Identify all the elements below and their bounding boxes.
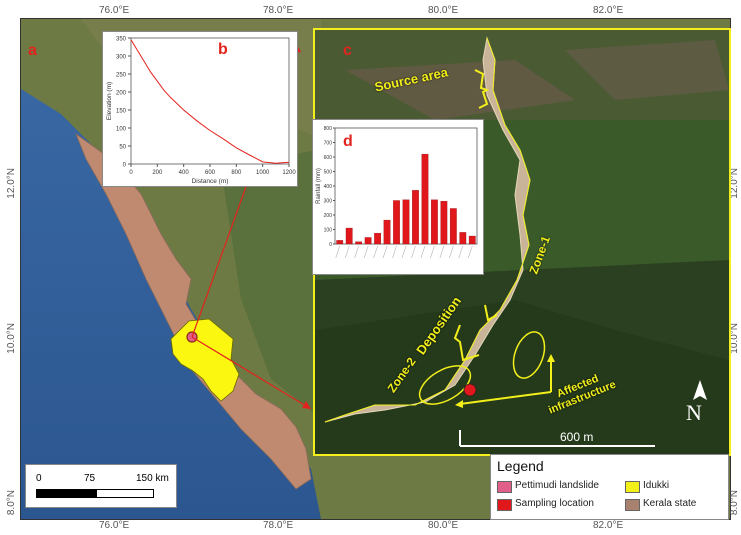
legend-swatch-kerala	[625, 499, 640, 511]
elev-ylabel: Elevation (m)	[106, 82, 113, 120]
rain-xtick-mark	[392, 245, 397, 259]
rain-bar	[355, 241, 363, 245]
rain-xtick-mark	[430, 245, 435, 259]
scale-seg-1	[36, 489, 96, 498]
rain-bar	[383, 219, 391, 245]
rain-xtick-mark	[420, 245, 426, 259]
rain-bar	[449, 208, 457, 245]
legend-swatch-idukki	[625, 481, 640, 493]
elev-xtick-label: 600	[205, 170, 216, 176]
rain-xtick-mark	[458, 245, 463, 259]
elev-xtick-label: 1000	[256, 170, 270, 176]
tick-bottom-3: 80.0°E	[428, 520, 459, 531]
panel-label-c: c	[343, 42, 352, 59]
rain-bar	[412, 190, 419, 245]
rain-xtick-mark	[468, 245, 473, 259]
rain-xtick-mark	[401, 245, 407, 259]
tick-right-3: 8.0°N	[729, 490, 740, 516]
elevation-chart: 0 50 100 150 200 250 300 350 0 200 400 600 800 1000 12…	[106, 37, 296, 186]
elev-xtick-label: 0	[129, 170, 133, 176]
legend-label-landslide: Pettimudi landslide	[515, 480, 599, 491]
rain-bar	[459, 232, 467, 245]
tick-bottom-1: 76.0°E	[99, 520, 130, 531]
tick-bottom-4: 82.0°E	[593, 520, 624, 531]
elev-ytick-label: 150	[116, 109, 127, 115]
elev-ytick-label: 250	[116, 73, 127, 79]
legend-label-kerala: Kerala state	[643, 498, 697, 509]
panel-label-d: d	[343, 133, 353, 150]
rain-xtick-mark	[363, 245, 369, 259]
rain-xtick-mark	[373, 245, 378, 259]
rain-ytick-label: 600	[324, 155, 333, 161]
tick-top-1: 76.0°E	[99, 5, 130, 16]
elev-xtick-label: 400	[179, 170, 190, 176]
legend-swatch-sampling	[497, 499, 512, 511]
rain-bar	[421, 153, 429, 245]
rain-xtick-mark	[411, 245, 416, 259]
rain-ylabel: Rainfall (mm)	[316, 168, 322, 204]
rain-bar	[345, 227, 353, 245]
elev-xlabel: Distance (m)	[192, 178, 229, 185]
rain-ytick-label: 800	[324, 126, 333, 132]
legend-swatch-landslide	[497, 481, 512, 493]
panel-label-b: b	[218, 41, 228, 58]
rainfall-chart: 0 100 200 300 400 500 600 700 800 Rainfall (mm)	[316, 126, 478, 259]
legend-label-idukki: Idukki	[643, 480, 670, 491]
rain-bar	[431, 199, 438, 245]
legend: Legend Pettimudi landslide Idukki Sampli…	[490, 454, 729, 520]
rain-ytick-label: 500	[324, 170, 333, 176]
scale-bar: 0 75 150 km	[25, 464, 177, 508]
rain-bar	[402, 199, 410, 245]
elev-ytick-label: 50	[119, 145, 126, 151]
rain-ytick-label: 400	[324, 184, 333, 190]
rain-xtick-mark	[335, 245, 340, 259]
tick-bottom-2: 78.0°E	[263, 520, 294, 531]
rain-bar	[336, 240, 344, 245]
elev-xtick-label: 1200	[282, 170, 296, 176]
elev-plot-area	[130, 37, 290, 165]
scale-tick-75: 75	[84, 473, 96, 484]
elev-xtick-label: 800	[231, 170, 242, 176]
rain-bar	[468, 235, 476, 245]
elev-series-line	[130, 39, 290, 164]
rain-ytick-label: 100	[324, 228, 333, 234]
panel-b-elevation-profile: 0 50 100 150 200 250 300 350 0 200 400 600 800 1000 12…	[102, 31, 298, 187]
tick-left-3: 8.0°N	[6, 490, 17, 516]
rain-xtick-mark	[449, 245, 454, 259]
rain-xtick-mark	[382, 245, 388, 259]
scale-seg-2	[96, 489, 154, 498]
legend-label-sampling: Sampling location	[515, 498, 594, 509]
elev-ytick-label: 300	[116, 55, 127, 61]
rain-xtick-mark	[354, 245, 359, 259]
tick-left-2: 10.0°N	[6, 323, 17, 354]
north-arrow-label: N	[686, 400, 702, 425]
tick-top-4: 82.0°E	[593, 5, 624, 16]
rain-ytick-label: 300	[324, 199, 333, 205]
elev-ytick-label: 100	[116, 127, 127, 133]
elev-ytick-label: 0	[123, 163, 127, 169]
elev-ytick-label: 200	[116, 91, 127, 97]
rain-bar	[393, 200, 400, 245]
scale-tick-0: 0	[36, 473, 42, 484]
rain-ytick-label: 200	[324, 213, 333, 219]
kerala-state	[75, 132, 312, 490]
rain-xtick-mark	[345, 245, 350, 259]
rain-xtick-mark	[439, 245, 445, 259]
rain-ytick-label: 700	[324, 141, 333, 147]
tick-top-2: 78.0°E	[263, 5, 294, 16]
rain-ytick-label: 0	[329, 242, 332, 248]
detail-scale-label: 600 m	[560, 430, 594, 444]
legend-title: Legend	[497, 458, 544, 474]
rain-bar	[364, 237, 372, 245]
tick-left-1: 12.0°N	[6, 168, 17, 199]
rain-bar	[374, 232, 381, 245]
panel-d-rainfall-chart: 0 100 200 300 400 500 600 700 800 Rainfall (mm)	[312, 119, 484, 275]
panel-label-a: a	[28, 42, 37, 59]
scale-tick-150: 150 km	[136, 473, 169, 484]
elev-xtick-label: 200	[152, 170, 163, 176]
tick-top-3: 80.0°E	[428, 5, 459, 16]
elev-ytick-label: 350	[116, 37, 127, 43]
rain-bar	[440, 201, 448, 245]
